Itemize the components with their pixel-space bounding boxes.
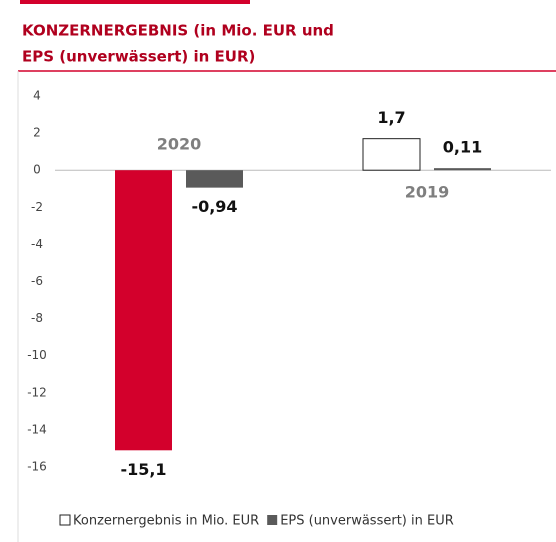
value-label: 0,11 [443, 138, 482, 157]
legend-swatch [267, 515, 278, 525]
legend-label: Konzernergebnis in Mio. EUR [73, 514, 259, 529]
top-strip [20, 0, 250, 4]
x-tick-label: 2019 [405, 183, 450, 202]
y-tick-label: 2 [33, 126, 41, 140]
bar [434, 168, 491, 171]
y-tick-label: -14 [27, 422, 47, 436]
legend-swatch [59, 514, 71, 526]
y-tick-label: -4 [31, 237, 43, 251]
y-tick-label: 0 [33, 163, 41, 177]
y-tick-label: -16 [27, 460, 47, 474]
y-tick-label: -10 [27, 348, 47, 362]
y-tick-label: -8 [31, 311, 43, 325]
legend-label: EPS (unverwässert) in EUR [280, 514, 454, 529]
value-label: 1,7 [377, 108, 405, 127]
y-tick-label: -6 [31, 274, 43, 288]
chart-title: KONZERNERGEBNIS (in Mio. EUR und [22, 22, 334, 40]
y-tick-label: -2 [31, 200, 43, 214]
x-tick-label: 2020 [157, 135, 202, 154]
value-label: -15,1 [120, 460, 166, 479]
y-tick-label: -12 [27, 385, 47, 399]
chart-title: EPS (unverwässert) in EUR) [22, 48, 255, 66]
bar [186, 170, 243, 188]
bar [362, 138, 421, 171]
bar [115, 170, 172, 451]
value-label: -0,94 [191, 197, 237, 216]
y-tick-label: 4 [33, 89, 41, 103]
